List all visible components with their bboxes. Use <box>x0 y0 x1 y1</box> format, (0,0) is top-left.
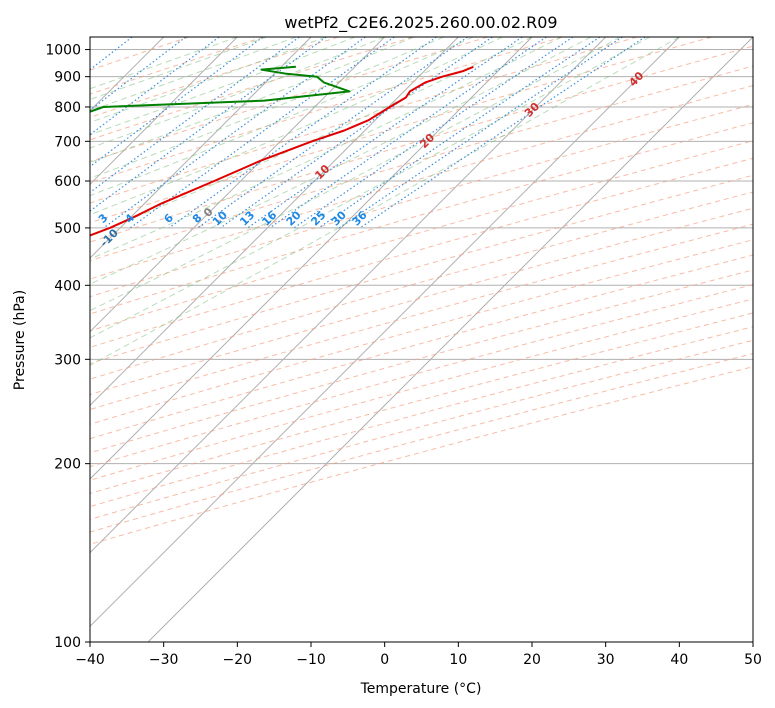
moist-adiabat-line <box>90 37 385 149</box>
mixing-ratio-line <box>90 37 327 212</box>
x-tick-label: 50 <box>744 652 762 668</box>
dry-adiabat-line <box>90 37 264 95</box>
isotherm-line <box>147 37 753 642</box>
y-tick-label: 200 <box>54 457 81 473</box>
isotherm-line <box>90 37 386 333</box>
moist-adiabat-line <box>90 37 621 312</box>
y-tick-label: 1000 <box>45 43 81 59</box>
y-axis: 100 200 300 400 500 600 700 800 900 1000 <box>45 43 90 651</box>
x-tick-label: 10 <box>449 652 467 668</box>
y-tick-label: 800 <box>54 100 81 116</box>
dry-adiabat-line <box>90 45 753 243</box>
x-tick-label: 0 <box>380 652 389 668</box>
chart-title: wetPf2_C2E6.2025.260.00.02.R09 <box>284 13 557 33</box>
x-tick-label: −10 <box>296 652 326 668</box>
dry-adiabat-line <box>90 254 753 440</box>
y-axis-title: Pressure (hPa) <box>12 290 28 390</box>
moist-adiabat-line <box>90 37 444 179</box>
moist-adiabat-line <box>90 37 503 216</box>
dry-adiabat-line <box>90 37 563 184</box>
y-tick-label: 300 <box>54 352 81 368</box>
x-tick-label: −30 <box>149 652 179 668</box>
mixing-ratio-line <box>269 37 547 229</box>
dry-adiabat-line <box>90 37 339 118</box>
isotherm-line <box>90 37 459 407</box>
moist-adiabat-line <box>90 37 533 237</box>
sounding-lines <box>90 65 474 237</box>
isotherm-line <box>90 37 238 186</box>
y-tick-label: 900 <box>54 70 81 86</box>
plot-frame <box>89 36 754 643</box>
y-tick-label: 500 <box>54 221 81 237</box>
mixing-ratio-line <box>103 37 366 229</box>
isotherm-line <box>90 37 680 628</box>
moist-adiabat-line <box>90 37 592 285</box>
dry-adiabat-line <box>90 65 753 262</box>
dry-adiabat-line <box>90 37 712 224</box>
isotherm-line <box>90 37 607 554</box>
mixing-ratio-line <box>168 37 437 229</box>
x-tick-label: −40 <box>75 652 105 668</box>
x-tick-label: 20 <box>523 652 541 668</box>
isotherm-line <box>90 37 312 259</box>
y-tick-label: 100 <box>54 635 81 651</box>
x-tick-label: 30 <box>597 652 615 668</box>
dry-adiabat-line <box>90 312 753 495</box>
moist-adiabat-line <box>90 37 356 136</box>
x-axis-title: Temperature (°C) <box>360 681 482 697</box>
dry-adiabat-line <box>90 37 488 163</box>
mixing-ratio-line <box>129 37 395 229</box>
dry-adiabat-line <box>90 339 753 520</box>
x-tick-label: −20 <box>223 652 253 668</box>
moist-adiabat-line <box>90 37 651 339</box>
x-tick-label: 40 <box>670 652 688 668</box>
mixing-ratio-line <box>338 37 623 229</box>
mixing-ratio-line <box>197 37 468 229</box>
background-lines <box>90 37 753 642</box>
dewpoint-line <box>90 65 351 113</box>
temperature-line <box>90 65 474 237</box>
y-tick-label: 400 <box>54 278 81 294</box>
moist-adiabat-line <box>90 37 680 366</box>
dry-adiabat-line <box>90 269 753 454</box>
dry-adiabat-line <box>90 223 753 411</box>
mixing-ratio-line <box>359 37 646 229</box>
dry-adiabat-line <box>90 37 638 204</box>
dry-adiabat-line <box>90 298 753 481</box>
dry-adiabat-line <box>90 122 753 315</box>
mixing-ratio-line <box>220 37 493 229</box>
mixing-ratio-line <box>90 37 220 136</box>
y-tick-label: 600 <box>54 174 81 190</box>
x-axis: −40 −30 −20 −10 0 10 20 30 40 50 <box>75 642 762 668</box>
mixing-ratio-line <box>247 37 523 229</box>
dry-adiabat-line <box>90 140 753 332</box>
y-tick-label: 700 <box>54 134 81 150</box>
dry-adiabat-line <box>90 353 753 533</box>
